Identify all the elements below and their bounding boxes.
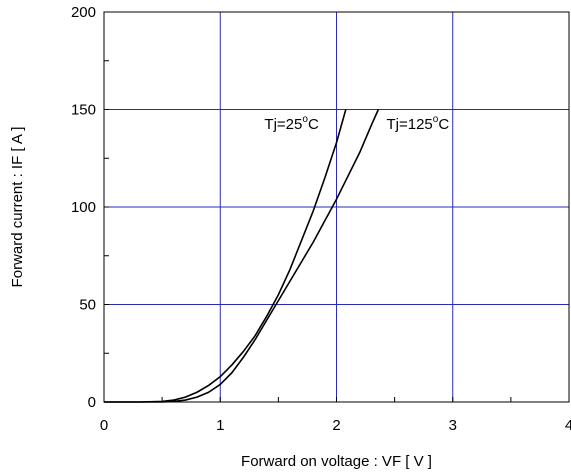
y-tick-label-4: 200 [71,4,96,21]
y-tick-label-2: 100 [71,199,96,216]
y-tick-label-3: 150 [71,102,96,119]
x-tick-label-2: 2 [332,417,340,434]
x-tick-label-4: 4 [565,417,571,434]
series-lines [104,109,380,403]
grid-lines [104,12,569,402]
tick-labels: 0 1 2 3 4 0 50 100 150 200 [71,4,571,434]
y-tick-label-0: 0 [88,394,96,411]
annotations: Tj=25oC Tj=125oC [264,114,449,133]
x-tick-label-0: 0 [100,417,108,434]
annotation-0: Tj=25oC [264,114,319,133]
series-line-0 [104,109,347,403]
x-tick-label-3: 3 [449,417,457,434]
minor-ticks [103,11,570,403]
y-tick-label-1: 50 [79,297,96,314]
x-tick-label-1: 1 [216,417,224,434]
y-axis-label: Forward current : IF [ A ] [9,127,26,288]
x-axis-label: Forward on voltage : VF [ V ] [241,453,432,470]
annotation-1: Tj=125oC [386,114,449,133]
series-line-1 [104,109,380,403]
